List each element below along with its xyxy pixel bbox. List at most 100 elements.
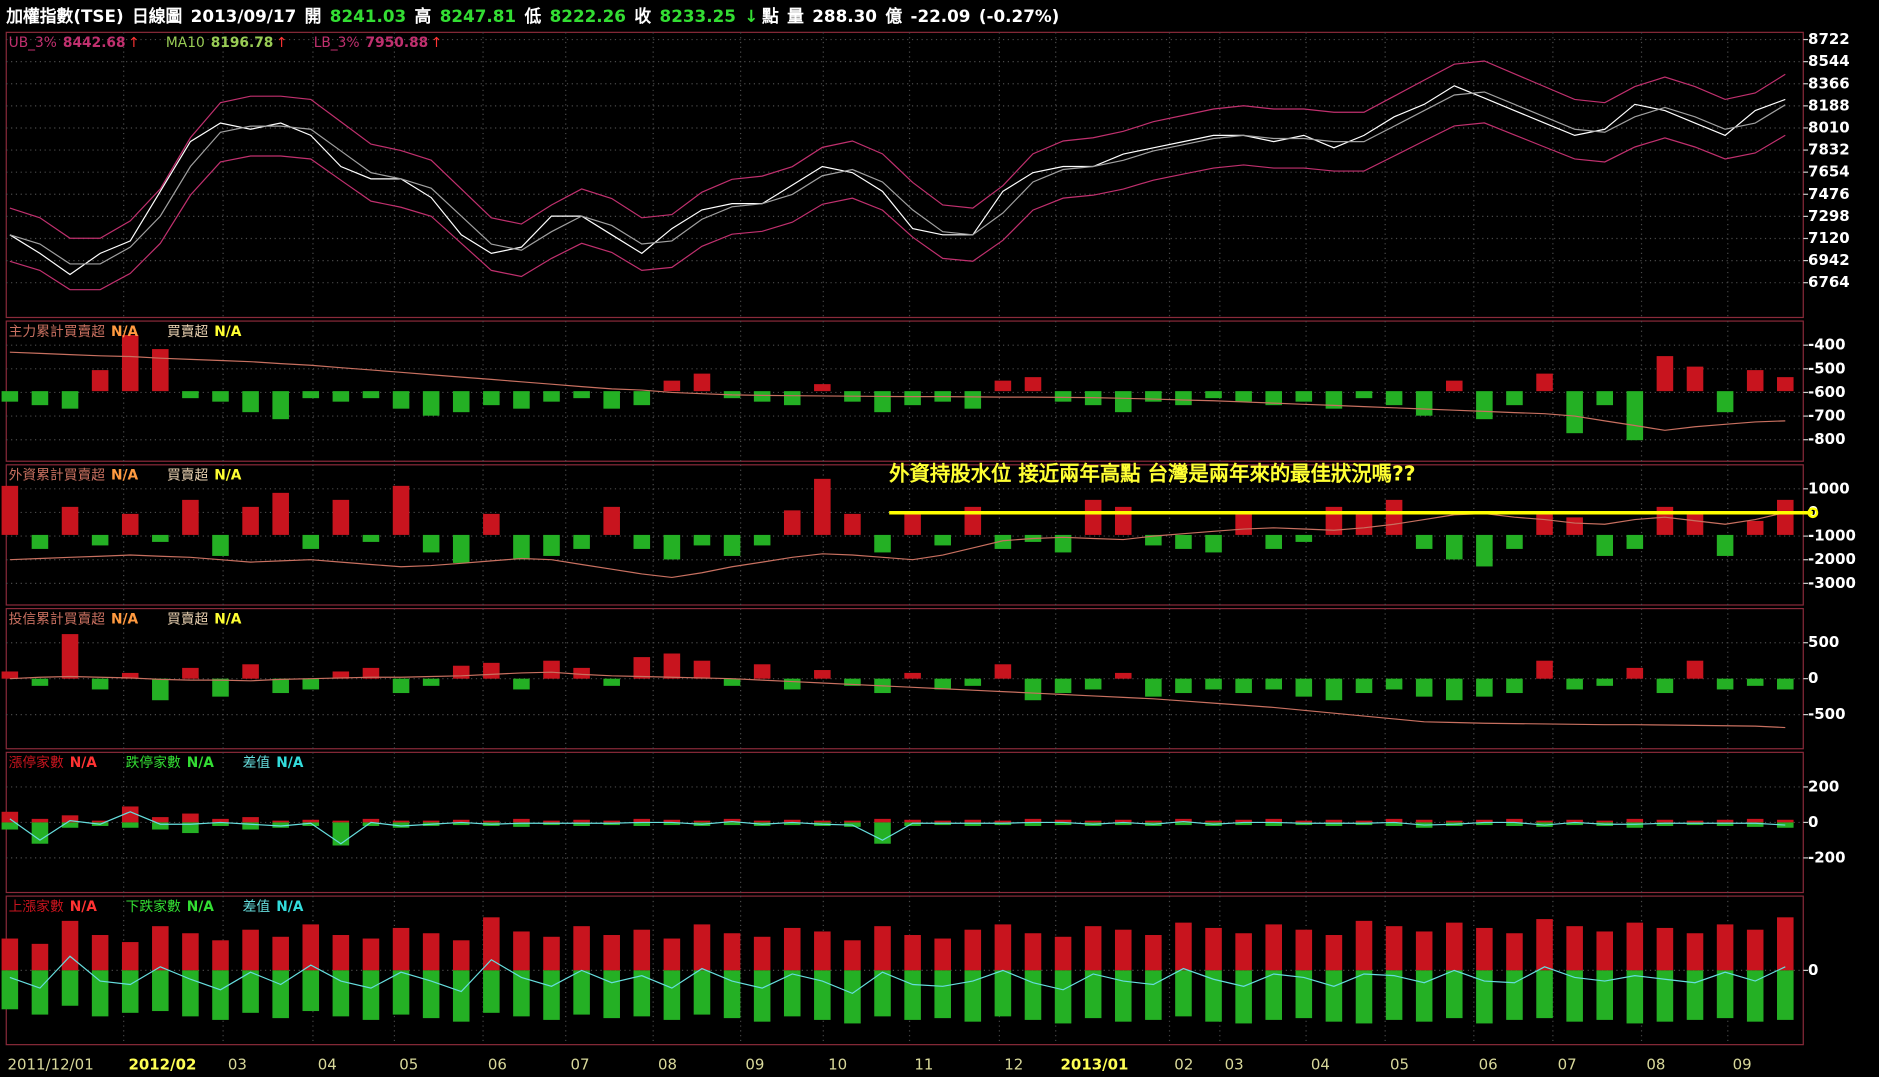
bar (1476, 927, 1493, 971)
y-tick-label: -1000 (1808, 527, 1856, 545)
bar (1325, 935, 1343, 971)
bar (1686, 820, 1704, 823)
legend-name: LB_3% (314, 35, 360, 51)
bar (1686, 933, 1704, 971)
x-tick-label: 05 (399, 1056, 418, 1074)
y-tick-label: 1000 (1808, 479, 1850, 497)
bar (1445, 380, 1463, 392)
bar (483, 970, 500, 1013)
legend-value: N/A (276, 899, 304, 915)
bar (633, 534, 651, 549)
bar (1024, 933, 1042, 971)
bar (1746, 929, 1764, 971)
bar (483, 513, 500, 535)
bar (1626, 818, 1644, 823)
bar (1054, 391, 1072, 402)
legend-value: 7950.88 (366, 35, 429, 51)
legend-name: 漲停家數 (9, 754, 64, 771)
bar (31, 678, 49, 686)
bar (934, 678, 951, 690)
bar (753, 970, 771, 1022)
bar (663, 819, 681, 823)
header-item: 高 (415, 6, 432, 26)
bar (362, 822, 380, 826)
bar (513, 534, 530, 560)
bar (994, 924, 1012, 971)
bar (964, 970, 982, 1022)
bar (1476, 678, 1493, 697)
bar (91, 678, 109, 690)
y-tick-label: 7832 (1808, 141, 1850, 159)
bar (332, 970, 350, 1017)
bar (91, 820, 109, 823)
bar (1175, 678, 1192, 694)
legend-name: 外資累計買賣超 (9, 468, 106, 484)
bar (633, 391, 651, 406)
bar (874, 970, 891, 1017)
bar (1325, 822, 1343, 826)
bar (693, 373, 711, 392)
bar (1566, 517, 1583, 535)
x-tick-label: 07 (571, 1056, 590, 1074)
bar (964, 929, 982, 971)
bar (392, 970, 410, 1015)
bar (1114, 929, 1132, 971)
bar (513, 391, 530, 409)
bar (1445, 534, 1463, 560)
bar (814, 384, 831, 392)
bar (1235, 513, 1252, 535)
bar (152, 822, 169, 830)
legend-value: N/A (214, 324, 242, 340)
legend-name: 差值 (243, 755, 271, 771)
header-item: 億 (885, 6, 902, 26)
bar (1626, 922, 1644, 971)
bar (61, 815, 79, 823)
bar (1024, 678, 1042, 701)
bar (1175, 818, 1192, 823)
bar (513, 818, 530, 823)
bar (1686, 970, 1704, 1020)
bar (1295, 970, 1313, 1019)
bar (633, 970, 651, 1017)
bar (1, 671, 19, 679)
bar (1536, 373, 1553, 392)
bar (603, 935, 620, 971)
bar (452, 819, 470, 823)
bar (633, 822, 651, 826)
y-tick-label: 200 (1808, 777, 1839, 795)
bar (1777, 377, 1794, 392)
bar (934, 534, 951, 546)
bar (1265, 391, 1282, 406)
bar (663, 380, 681, 392)
bar (723, 970, 741, 1019)
bar (212, 940, 229, 971)
bar (332, 935, 350, 971)
bar (753, 820, 771, 823)
legend-name: 投信累計買賣超 (9, 611, 106, 627)
bar (1385, 926, 1403, 971)
bar (1777, 917, 1794, 971)
bar (91, 370, 109, 392)
bar (814, 478, 831, 535)
bar (1656, 356, 1674, 392)
bar (693, 820, 711, 823)
bar (1084, 499, 1102, 535)
y-tick-label: 7120 (1808, 229, 1850, 247)
bar (452, 391, 470, 413)
bar (422, 678, 440, 686)
bar (1, 970, 19, 1010)
bar (1385, 499, 1403, 535)
y-tick-label: -3000 (1808, 574, 1856, 592)
legend-value: N/A (111, 324, 139, 340)
x-tick-label: 12 (1004, 1056, 1023, 1074)
bar (1024, 970, 1042, 1020)
bar (693, 660, 711, 679)
bar (392, 391, 410, 409)
bar (1656, 678, 1674, 694)
bar (1145, 935, 1162, 971)
bar (182, 822, 199, 834)
legend-name: 上漲家數 (9, 898, 64, 915)
bar (1295, 820, 1313, 823)
bar (1235, 678, 1252, 694)
